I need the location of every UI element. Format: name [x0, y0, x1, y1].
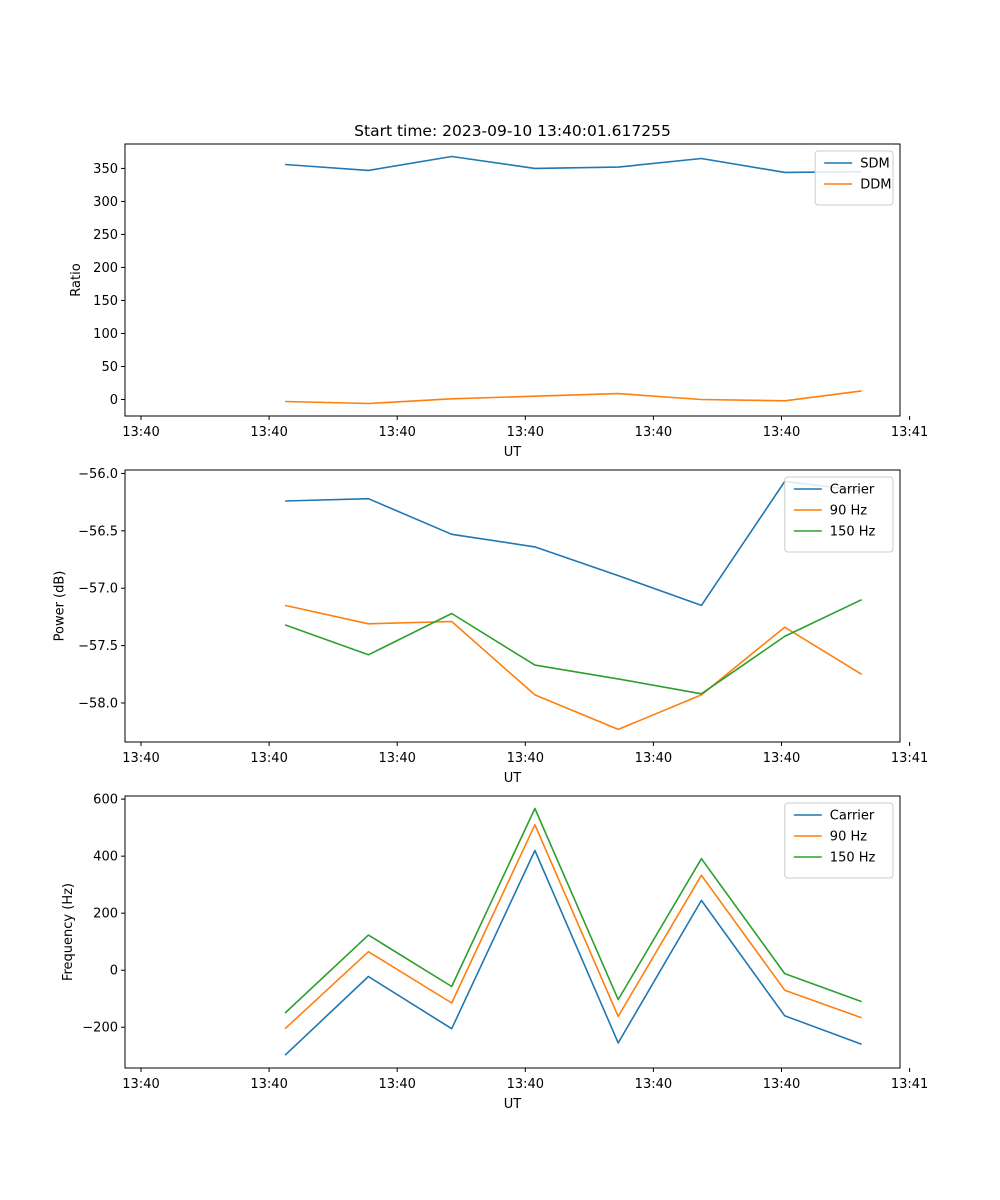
- legend-box: [814, 150, 894, 206]
- y-axis-label: Frequency (Hz): [61, 883, 76, 981]
- y-tick-label: −57.0: [78, 582, 118, 597]
- legend-label: Carrier: [830, 483, 875, 498]
- legend-box: [784, 476, 894, 553]
- y-tick-label: −56.5: [78, 524, 118, 539]
- x-tick-label: 13:40: [250, 1077, 287, 1092]
- y-tick-label: 200: [93, 261, 118, 276]
- axes-frame: [124, 143, 901, 417]
- y-axis-label: Ratio: [69, 263, 84, 296]
- y-tick-label: 50: [101, 360, 118, 375]
- x-tick-label: 13:40: [507, 751, 544, 766]
- series-line-sdm: [285, 155, 862, 174]
- legend-label: 150 Hz: [830, 851, 876, 866]
- legend-label: 90 Hz: [830, 830, 867, 845]
- x-tick-label: 13:40: [507, 425, 544, 440]
- chart-panel-3: 13:40 13:40 13:40 13:40 13:40 13:40 13:41 −200 0…: [61, 793, 929, 1112]
- legend-label: 90 Hz: [830, 504, 867, 519]
- y-tick-label: 300: [93, 195, 118, 210]
- legend: Carrier 90 Hz 150 Hz: [784, 476, 894, 553]
- y-tick-label: −56.0: [78, 467, 118, 482]
- series-line-150-hz: [284, 807, 862, 1014]
- series-line-ddm: [285, 390, 862, 405]
- x-tick-label: 13:40: [122, 1077, 159, 1092]
- series-line-90-hz: [284, 604, 863, 731]
- y-tick-label: 400: [93, 850, 118, 865]
- x-tick-label: 13:40: [763, 751, 800, 766]
- x-tick-label: 13:40: [635, 751, 672, 766]
- legend: Carrier 90 Hz 150 Hz: [784, 802, 894, 879]
- legend: SDM DDM: [814, 150, 894, 206]
- x-tick-label: 13:40: [122, 425, 159, 440]
- y-tick-label: 0: [110, 393, 118, 408]
- x-tick-label: 13:40: [378, 425, 415, 440]
- axes-frame: [124, 469, 901, 743]
- x-tick-label: 13:40: [763, 1077, 800, 1092]
- x-tick-label: 13:41: [891, 1077, 928, 1092]
- series-line-150-hz: [284, 598, 862, 695]
- legend-box: [784, 802, 894, 879]
- y-tick-label: 0: [110, 964, 118, 979]
- x-axis-label: UT: [504, 771, 522, 786]
- y-tick-label: 600: [93, 793, 118, 808]
- y-tick-label: 250: [93, 228, 118, 243]
- y-tick-label: 350: [93, 162, 118, 177]
- x-tick-label: 13:40: [507, 1077, 544, 1092]
- y-tick-label: −200: [82, 1021, 118, 1036]
- series-line-carrier: [285, 480, 862, 607]
- x-tick-label: 13:41: [891, 425, 928, 440]
- axes-frame: [124, 795, 901, 1069]
- legend-label: DDM: [860, 178, 891, 193]
- x-tick-label: 13:40: [378, 751, 415, 766]
- y-tick-label: −58.0: [78, 696, 118, 711]
- x-tick-label: 13:40: [763, 425, 800, 440]
- y-axis-label: Power (dB): [53, 571, 68, 642]
- x-tick-label: 13:40: [250, 751, 287, 766]
- chart-title: Start time: 2023-09-10 13:40:01.617255: [354, 122, 671, 140]
- x-tick-label: 13:40: [635, 425, 672, 440]
- series-line-carrier: [284, 849, 862, 1056]
- legend-label: 150 Hz: [830, 525, 876, 540]
- x-tick-label: 13:41: [891, 751, 928, 766]
- x-tick-label: 13:40: [635, 1077, 672, 1092]
- y-tick-label: −57.5: [78, 639, 118, 654]
- y-tick-label: 100: [93, 327, 118, 342]
- legend-label: Carrier: [830, 809, 875, 824]
- y-tick-label: 200: [93, 907, 118, 922]
- series-line-90-hz: [284, 823, 862, 1030]
- x-axis-label: UT: [504, 445, 522, 460]
- legend-label: SDM: [860, 157, 889, 172]
- chart-panel-2: 13:40 13:40 13:40 13:40 13:40 13:40 13:41 −58.0…: [53, 467, 929, 786]
- x-axis-label: UT: [504, 1097, 522, 1112]
- chart-panel-1: 13:40 13:40 13:40 13:40 13:40 13:40 13:41 0 50 10…: [69, 122, 928, 460]
- y-tick-label: 150: [93, 294, 118, 309]
- x-tick-label: 13:40: [250, 425, 287, 440]
- x-tick-label: 13:40: [378, 1077, 415, 1092]
- x-tick-label: 13:40: [122, 751, 159, 766]
